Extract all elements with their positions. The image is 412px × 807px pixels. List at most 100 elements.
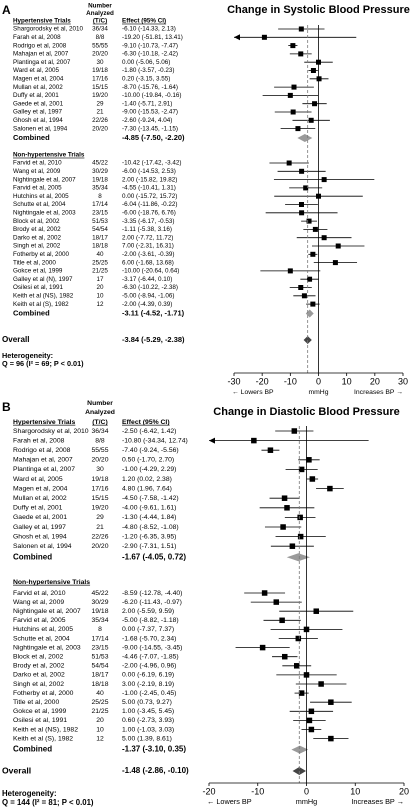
effect-label: -4.55 (-10.41, 1.31) bbox=[122, 185, 176, 192]
study-n: 17 bbox=[96, 276, 104, 283]
effect-label: -2.00 (-4.39, 0.39) bbox=[122, 301, 172, 308]
study-name: Singh et al, 2002 bbox=[13, 243, 61, 250]
study-name: Osilesi et al, 1991 bbox=[13, 717, 67, 724]
summary-diamond bbox=[297, 134, 313, 142]
overflow-arrow bbox=[209, 437, 215, 444]
effect-label: -3.35 (-6.17, -0.53) bbox=[122, 218, 175, 225]
panel-label: B bbox=[2, 400, 11, 414]
effect-square bbox=[328, 735, 334, 742]
effect-label: -1.00 (-2.45, 0.45) bbox=[122, 690, 176, 697]
study-n: 22/26 bbox=[91, 533, 108, 540]
study-name: Schutte et al, 2004 bbox=[13, 635, 70, 642]
study-n: 18/17 bbox=[91, 672, 108, 679]
x-axis-label: mmHg bbox=[308, 389, 328, 396]
effect-square bbox=[298, 51, 304, 57]
effect-square bbox=[299, 210, 305, 216]
study-n: 21/25 bbox=[92, 268, 108, 275]
effect-label: 0.00 (-5.06, 5.06) bbox=[122, 59, 170, 66]
study-n: 20 bbox=[96, 717, 104, 724]
study-name: Magen et al, 2004 bbox=[13, 75, 64, 82]
study-name: Magen et al, 2004 bbox=[13, 485, 68, 492]
effect-label: -6.00 (-14.53, 2.53) bbox=[122, 168, 176, 175]
study-name: Gaede et al, 2001 bbox=[13, 514, 67, 521]
study-name: Singh et al, 2002 bbox=[13, 681, 64, 688]
study-n: 8 bbox=[98, 193, 102, 200]
effect-square bbox=[281, 495, 288, 501]
study-name: Farvid et al, 2010 bbox=[13, 590, 66, 597]
effect-square bbox=[308, 117, 314, 123]
study-name: Duffy et al, 2001 bbox=[13, 505, 63, 512]
effect-label: -4.00 (-9.61, 1.61) bbox=[122, 505, 176, 512]
effect-label: 2.00 (-15.82, 19.82) bbox=[122, 176, 177, 183]
x-axis-label: mmHg bbox=[296, 797, 318, 806]
effect-square bbox=[306, 717, 313, 724]
x-tick-label: -10 bbox=[284, 376, 297, 386]
panel-label: A bbox=[2, 3, 11, 17]
effect-label: 0.20 (-3.15, 3.55) bbox=[122, 75, 170, 82]
effect-label: 1.00 (-1.03, 3.03) bbox=[122, 726, 174, 733]
combined-effect: -3.11 (-4.52, -1.71) bbox=[122, 308, 185, 317]
effect-square bbox=[298, 466, 305, 473]
effect-label: -8.59 (-12.78, -4.40) bbox=[122, 590, 182, 597]
effect-label: -6.30 (-10.18, -2.42) bbox=[122, 51, 178, 58]
study-name: Rodrigo et al, 2008 bbox=[13, 42, 67, 49]
effect-label: -7.40 (-9.24, -5.56) bbox=[122, 447, 179, 454]
study-n: 21/25 bbox=[91, 708, 108, 715]
effect-label: -2.50 (-6.42, 1.42) bbox=[122, 428, 176, 435]
effect-square bbox=[290, 43, 296, 49]
study-name: Ghosh et al, 1994 bbox=[13, 533, 67, 540]
effect-square bbox=[306, 218, 312, 224]
effect-label: -10.00 (-19.84, -0.16) bbox=[122, 92, 182, 99]
effect-label: -6.20 (-11.43, -0.97) bbox=[122, 599, 182, 606]
study-n: 25/25 bbox=[92, 259, 108, 266]
study-n: 30/29 bbox=[91, 599, 108, 606]
effect-label: -6.30 (-10.22, -2.38) bbox=[122, 284, 178, 291]
x-tick-label: -20 bbox=[256, 376, 269, 386]
effect-square bbox=[313, 608, 319, 614]
study-n: 19/18 bbox=[92, 67, 108, 74]
effect-label: -7.30 (-13.45, -1.15) bbox=[122, 125, 178, 132]
study-name: Nightingale et al, 2007 bbox=[13, 608, 81, 615]
column-header: Number bbox=[87, 400, 113, 407]
effect-square bbox=[267, 447, 274, 453]
study-n: 19/20 bbox=[91, 505, 108, 512]
column-header: Analyzed bbox=[86, 10, 114, 17]
effect-square bbox=[287, 92, 293, 98]
right-direction-label: Increases BP → bbox=[354, 389, 403, 396]
effect-square bbox=[286, 160, 292, 166]
study-name: Farvid et al, 2005 bbox=[13, 617, 66, 624]
effect-label: -1.68 (-5.70, 2.34) bbox=[122, 635, 176, 642]
study-name: Duffy et al, 2001 bbox=[13, 92, 59, 99]
chart-title: Change in Diastolic Blood Pressure bbox=[213, 406, 399, 418]
study-name: Rodrigo et al, 2008 bbox=[13, 447, 71, 454]
effect-square bbox=[289, 543, 296, 549]
effect-square bbox=[297, 533, 304, 540]
summary-diamond bbox=[305, 309, 314, 318]
x-tick-label: 20 bbox=[370, 376, 380, 386]
effect-label: -6.04 (-11.86, -0.22) bbox=[122, 201, 178, 208]
group-header: Non-hypertensive Trials bbox=[13, 152, 85, 159]
effect-square bbox=[321, 235, 327, 241]
column-header: Analyzed bbox=[85, 409, 115, 416]
study-n: 40 bbox=[96, 690, 104, 697]
study-name: Nightingale et al, 2003 bbox=[13, 644, 81, 651]
study-n: 20/20 bbox=[91, 543, 108, 550]
effect-square bbox=[279, 617, 285, 624]
study-n: 30 bbox=[96, 466, 104, 473]
study-n: 23/15 bbox=[92, 209, 108, 216]
heterogeneity: Q = 144 (I² = 81; P < 0.01) bbox=[2, 798, 94, 807]
panel: B Change in Diastolic Blood Pressure Numbe… bbox=[2, 400, 409, 807]
x-tick-label: -30 bbox=[227, 376, 240, 386]
effect-label: -4.50 (-7.58, -1.42) bbox=[122, 495, 179, 502]
effect-square bbox=[251, 437, 257, 444]
study-n: 8 bbox=[98, 626, 102, 633]
study-n: 36/34 bbox=[91, 428, 108, 435]
effect-square bbox=[310, 301, 316, 307]
study-name: Block et al, 2002 bbox=[13, 653, 63, 660]
effect-square bbox=[259, 644, 266, 651]
effect-square bbox=[261, 590, 268, 596]
column-header: Effect (95% CI) bbox=[122, 419, 170, 426]
effect-square bbox=[310, 68, 316, 73]
effect-label: -1.80 (-3.57, -0.23) bbox=[122, 67, 175, 74]
effect-square bbox=[298, 690, 305, 696]
